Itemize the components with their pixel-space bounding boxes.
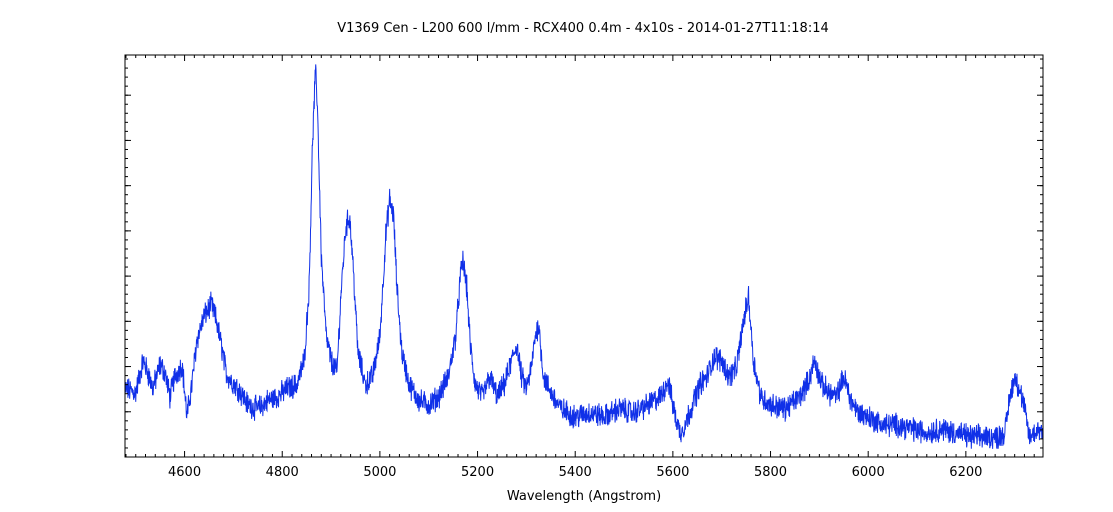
x-tick-label: 5000: [363, 465, 396, 480]
x-tick-label: 5200: [461, 465, 494, 480]
x-axis-label: Wavelength (Angstrom): [507, 489, 661, 504]
x-tick-label: 5600: [656, 465, 689, 480]
x-tick-label: 6200: [949, 465, 982, 480]
plot-area: [125, 64, 1043, 449]
x-tick-label: 4600: [168, 465, 201, 480]
x-tick-label: 5400: [559, 465, 592, 480]
spectrum-series-line: [125, 64, 1043, 449]
x-tick-label: 6000: [852, 465, 885, 480]
axes: 4600 4800 5000 5200 5400 5600 5800 6000 6200: [125, 55, 1043, 480]
plot-frame: [124, 54, 1044, 458]
chart-title: V1369 Cen - L200 600 l/mm - RCX400 0.4m …: [337, 21, 829, 36]
x-tick-label: 4800: [266, 465, 299, 480]
x-tick-label: 5800: [754, 465, 787, 480]
